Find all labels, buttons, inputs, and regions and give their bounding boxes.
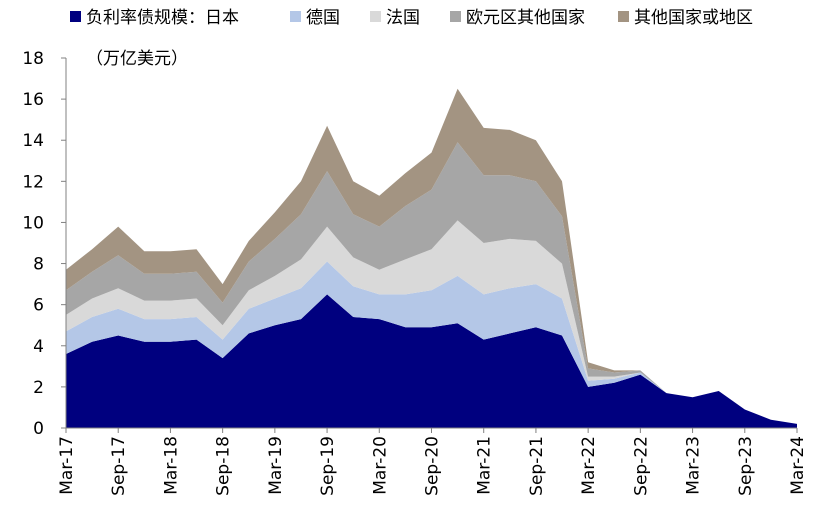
unit-label: （万亿美元） <box>86 49 188 69</box>
legend-label-3: 欧元区其他国家 <box>466 8 585 28</box>
legend-swatch-2 <box>370 11 381 22</box>
y-axis-ticks: 0 2 4 6 8 10 12 14 16 18 <box>22 49 66 439</box>
x-tick-label: Mar-23 <box>684 436 704 495</box>
legend-label-0: 负利率债规模：日本 <box>86 8 239 28</box>
legend-swatch-1 <box>290 11 301 22</box>
x-tick-label: Sep-19 <box>318 436 338 496</box>
x-tick-label: Mar-22 <box>579 436 599 495</box>
x-tick-label: Mar-21 <box>475 436 495 495</box>
x-axis-ticks: Mar-17 Sep-17 Mar-18 Sep-18 Mar-19 Sep-19 Mar-… <box>57 428 808 496</box>
y-tick-label: 8 <box>33 255 44 275</box>
y-tick-label: 18 <box>22 49 44 69</box>
y-tick-label: 6 <box>33 296 44 316</box>
legend-swatch-4 <box>618 11 629 22</box>
area-series-4 <box>66 88 797 424</box>
legend-label-2: 法国 <box>386 8 420 28</box>
area-series-1 <box>66 261 797 424</box>
legend-swatch-3 <box>450 11 461 22</box>
x-tick-label: Sep-23 <box>736 436 756 496</box>
x-tick-label: Mar-19 <box>266 436 286 495</box>
y-tick-label: 2 <box>33 378 44 398</box>
y-tick-label: 10 <box>22 213 44 233</box>
x-tick-label: Mar-18 <box>161 436 181 495</box>
y-tick-label: 0 <box>33 419 44 439</box>
x-tick-label: Mar-24 <box>788 436 808 495</box>
x-tick-label: Mar-20 <box>370 436 390 495</box>
x-tick-label: Sep-18 <box>214 436 234 496</box>
area-series-0 <box>66 294 797 428</box>
legend-label-1: 德国 <box>306 8 340 28</box>
y-tick-label: 16 <box>22 90 44 110</box>
legend-swatch-0 <box>70 11 81 22</box>
y-tick-label: 4 <box>33 337 44 357</box>
y-tick-label: 14 <box>22 131 44 151</box>
x-tick-label: Mar-17 <box>57 436 77 495</box>
x-tick-label: Sep-22 <box>631 436 651 496</box>
x-tick-label: Sep-17 <box>109 436 129 496</box>
area-series-2 <box>66 220 797 424</box>
legend: 负利率债规模：日本 德国 法国 欧元区其他国家 其他国家或地区 <box>70 8 753 28</box>
x-tick-label: Sep-20 <box>423 436 443 496</box>
stacked-areas <box>66 88 797 428</box>
legend-label-4: 其他国家或地区 <box>634 8 753 28</box>
area-series-3 <box>66 142 797 424</box>
x-tick-label: Sep-21 <box>527 436 547 496</box>
y-tick-label: 12 <box>22 172 44 192</box>
